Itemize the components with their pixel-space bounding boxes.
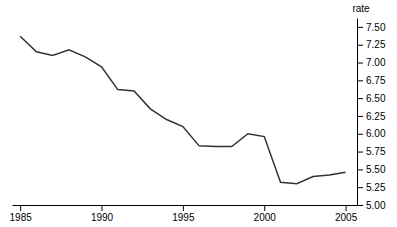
x-tick-label: 1990 <box>91 212 114 223</box>
y-tick: 5.00 <box>357 200 386 211</box>
y-tick-mark <box>357 187 363 188</box>
y-tick: 6.50 <box>357 93 386 104</box>
x-tick-mark <box>346 205 347 211</box>
y-tick-mark <box>357 116 363 117</box>
plot: 1985 1990 1995 2000 2005 5.00 5.25 5.50 5.75 6.00… <box>10 3 386 223</box>
y-tick: 7.50 <box>357 22 386 33</box>
x-axis-line <box>13 205 358 206</box>
x-tick: 1985 <box>10 205 33 223</box>
y-tick-mark <box>357 134 363 135</box>
y-tick: 6.75 <box>357 75 386 86</box>
y-tick-label: 5.75 <box>366 146 386 157</box>
x-tick: 2005 <box>335 205 358 223</box>
y-tick-label: 6.50 <box>366 93 386 104</box>
y-tick-label: 7.50 <box>366 22 386 33</box>
y-tick-label: 6.75 <box>366 75 386 86</box>
y-tick: 6.25 <box>357 111 386 122</box>
y-tick-mark <box>357 27 363 28</box>
y-tick: 7.25 <box>357 39 386 50</box>
y-tick-mark <box>357 98 363 99</box>
x-tick-mark <box>264 205 265 211</box>
x-tick-mark <box>102 205 103 211</box>
y-tick-label: 5.00 <box>366 200 386 211</box>
x-tick-label: 2000 <box>254 212 277 223</box>
y-tick: 5.75 <box>357 146 386 157</box>
y-axis-line <box>357 19 358 206</box>
x-tick-label: 1985 <box>10 212 33 223</box>
y-tick-mark <box>357 63 363 64</box>
y-tick-label: 6.25 <box>366 111 386 122</box>
y-tick-label: 5.25 <box>366 182 386 193</box>
x-tick-label: 1995 <box>172 212 195 223</box>
y-tick-mark <box>357 80 363 81</box>
y-axis: 5.00 5.25 5.50 5.75 6.00 6.25 6.50 6.75 7.00 7.25… <box>357 19 386 211</box>
y-axis-label: rate <box>352 3 370 14</box>
x-tick: 1990 <box>91 205 114 223</box>
x-tick-label: 2005 <box>335 212 358 223</box>
y-tick-mark <box>357 45 363 46</box>
line <box>20 36 345 183</box>
chart-svg: 1985 1990 1995 2000 2005 5.00 5.25 5.50 5.75 6.00… <box>0 0 397 227</box>
y-tick-label: 7.25 <box>366 39 386 50</box>
y-tick-label: 7.00 <box>366 57 386 68</box>
chart-container: 1985 1990 1995 2000 2005 5.00 5.25 5.50 5.75 6.00… <box>0 0 397 227</box>
x-axis: 1985 1990 1995 2000 2005 <box>10 205 358 223</box>
y-tick: 5.50 <box>357 164 386 175</box>
x-tick-mark <box>20 205 21 211</box>
marks <box>20 36 345 183</box>
x-tick: 1995 <box>172 205 195 223</box>
y-tick-mark <box>357 169 363 170</box>
y-tick: 7.00 <box>357 57 386 68</box>
x-tick-mark <box>183 205 184 211</box>
y-tick-mark <box>357 152 363 153</box>
y-tick-mark <box>357 205 363 206</box>
y-tick-label: 6.00 <box>366 128 386 139</box>
y-tick-label: 5.50 <box>366 164 386 175</box>
x-tick: 2000 <box>254 205 277 223</box>
y-tick: 6.00 <box>357 128 386 139</box>
y-tick: 5.25 <box>357 182 386 193</box>
